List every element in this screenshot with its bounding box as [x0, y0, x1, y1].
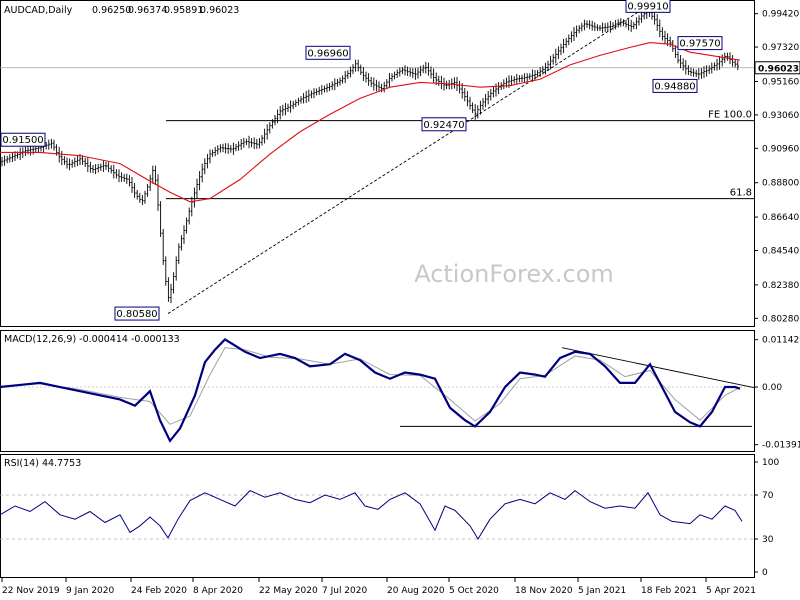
- price-series-group: FE 100.0 61.8 0.99910 0.97570 0.96960 0.94880…: [0, 0, 754, 321]
- macd-y-tick-label: 0.00: [762, 383, 782, 393]
- price-y-tick-label: 0.99420: [762, 10, 799, 20]
- x-tick-label: 20 Aug 2020: [387, 586, 445, 596]
- price-annotation-label: 0.96960: [307, 48, 348, 59]
- macd-panel: [0, 330, 755, 452]
- ohlc-high: 0.96374: [128, 5, 167, 16]
- watermark: ActionForex.com: [414, 260, 614, 288]
- current-price-box: [754, 61, 800, 75]
- macd-line: [0, 337, 741, 443]
- macd-y-tick-label: -0.01391: [762, 441, 800, 451]
- axes-group: 0.99420 0.97320 0.95160 0.93060 0.90960 0.888…: [1, 10, 800, 596]
- price-annotation-box: [114, 306, 160, 321]
- price-annotation-label: 0.80580: [116, 309, 157, 320]
- price-y-tick-label: 0.90960: [762, 144, 799, 154]
- price-y-tick-label: 0.86640: [762, 213, 799, 223]
- price-chart-title: AUDCAD,Daily: [4, 5, 73, 16]
- price-annotation-box: [677, 36, 723, 51]
- trendline-dashed: [167, 5, 649, 314]
- x-tick-label: 22 May 2020: [259, 586, 318, 596]
- x-tick-label: 8 Apr 2020: [193, 586, 243, 596]
- price-annotation-box: [421, 117, 467, 132]
- rsi-y-tick-label: 100: [762, 458, 779, 468]
- macd-signal-line: [0, 347, 741, 425]
- rsi-y-tick-label: 0: [762, 568, 768, 578]
- moving-average-line: [0, 42, 741, 203]
- x-tick-label: 9 Jan 2020: [66, 586, 114, 596]
- rsi-y-tick-label: 30: [762, 535, 774, 545]
- x-tick-label: 22 Nov 2019: [2, 586, 60, 596]
- macd-series-group: [0, 337, 756, 443]
- price-annotation-label: 0.91500: [2, 135, 43, 146]
- price-y-tick-label: 0.84540: [762, 247, 799, 257]
- x-tick-label: 24 Feb 2020: [131, 586, 187, 596]
- macd-title: MACD(12,26,9) -0.000414 -0.000133: [4, 334, 180, 345]
- x-tick-label: 5 Oct 2020: [449, 586, 499, 596]
- x-tick-label: 18 Nov 2020: [515, 586, 573, 596]
- rsi-panel: [0, 454, 755, 578]
- price-annotation-box: [652, 78, 698, 93]
- price-annotation-label: 0.99910: [627, 1, 668, 12]
- fib-level-label: 61.8: [730, 188, 752, 199]
- rsi-title: RSI(14) 44.7753: [4, 458, 81, 469]
- ohlc-open: 0.96250: [92, 5, 131, 16]
- rsi-line: [0, 489, 743, 540]
- price-y-tick-label: 0.88800: [762, 179, 799, 189]
- rsi-series-group: [0, 489, 754, 540]
- fib-level-label: FE 100.0: [708, 110, 752, 121]
- price-y-tick-label: 0.95160: [762, 77, 799, 87]
- x-tick-label: 5 Apr 2021: [706, 586, 756, 596]
- current-price-label: 0.96023: [758, 64, 799, 74]
- price-annotation-label: 0.97570: [679, 39, 720, 50]
- price-annotation-box: [0, 132, 46, 147]
- ohlc-close: 0.96023: [200, 5, 239, 16]
- price-annotation-box: [305, 45, 351, 60]
- price-y-tick-label: 0.97320: [762, 43, 799, 53]
- x-tick-label: 5 Jan 2021: [578, 586, 626, 596]
- ohlc-low: 0.95891: [164, 5, 203, 16]
- macd-trendline: [561, 347, 756, 389]
- price-annotation-label: 0.94880: [654, 81, 695, 92]
- price-panel: [0, 0, 755, 327]
- price-annotation-label: 0.92470: [423, 120, 464, 131]
- price-y-tick-label: 0.93060: [762, 111, 799, 121]
- price-annotation-box: [625, 0, 671, 13]
- x-tick-label: 7 Jul 2020: [322, 586, 367, 596]
- rsi-y-tick-label: 70: [762, 491, 774, 501]
- price-y-tick-label: 0.82380: [762, 281, 799, 291]
- macd-y-tick-label: 0.011427: [762, 336, 800, 346]
- price-y-tick-label: 0.80280: [762, 314, 799, 324]
- x-tick-label: 18 Feb 2021: [641, 586, 697, 596]
